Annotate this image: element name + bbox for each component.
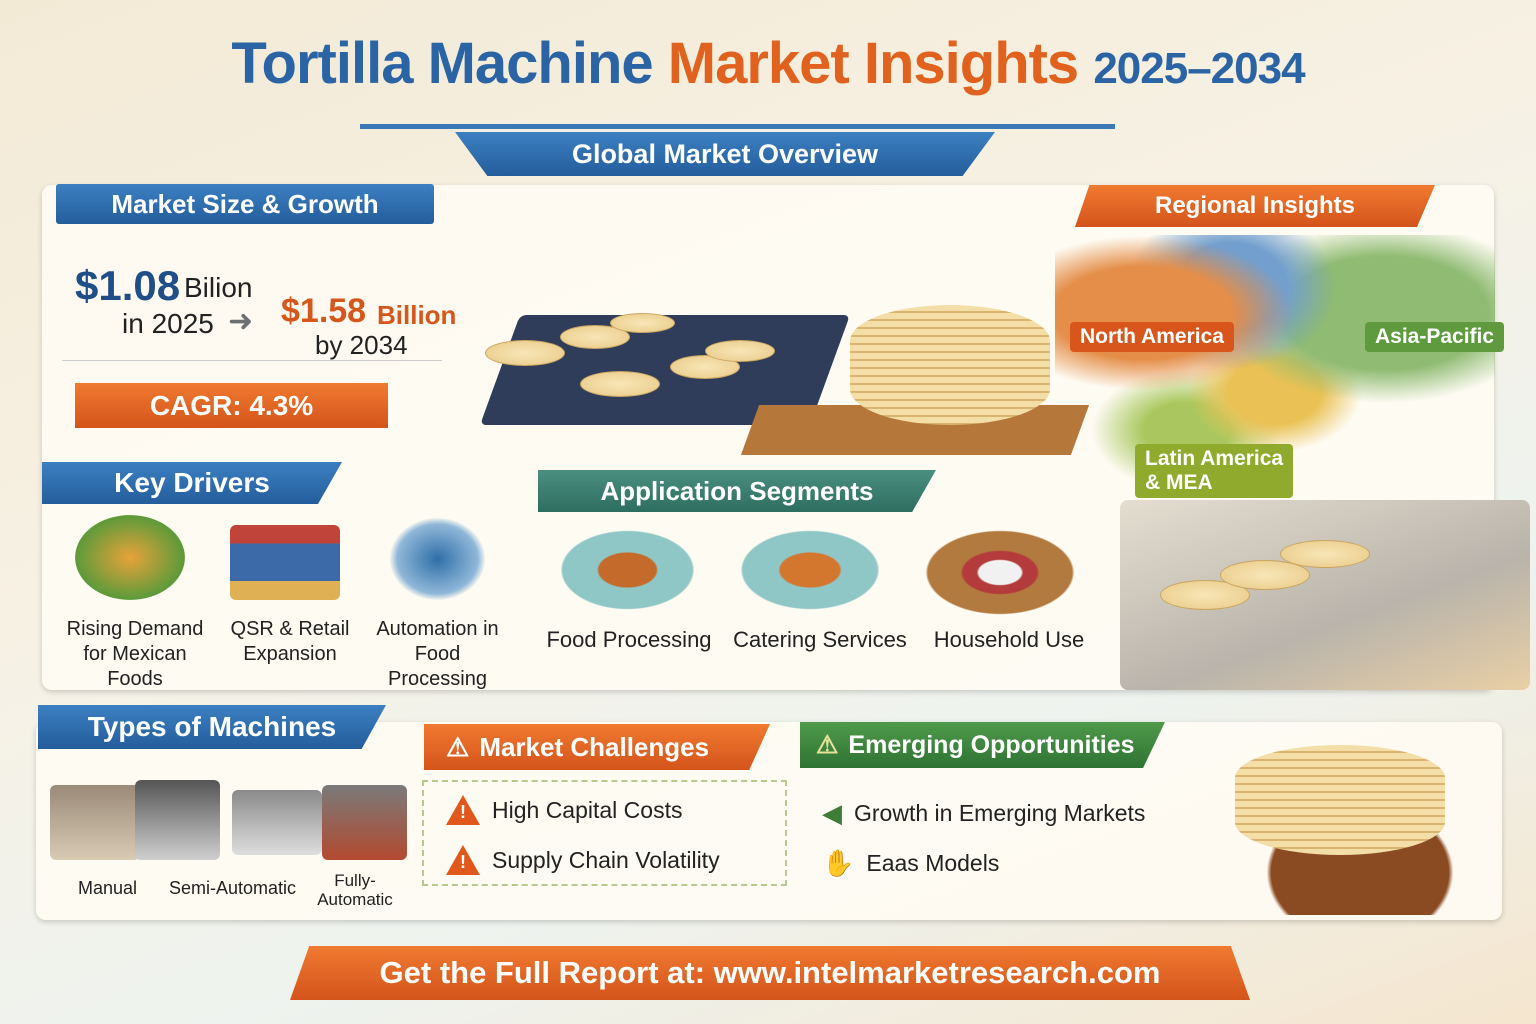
driver-label: Automation in Food Processing — [376, 618, 499, 690]
year-2025: in 2025 — [122, 308, 214, 339]
megaphone-icon: ◀ — [822, 798, 842, 828]
regional-heading: Regional Insights — [1075, 185, 1435, 227]
semi-automatic-machine-image — [135, 780, 220, 860]
cagr-badge: CAGR: 4.3% — [75, 383, 388, 428]
machine-type-label: Fully- Automatic — [317, 871, 393, 909]
manual-machine-image — [50, 785, 140, 860]
challenges-heading-text: Market Challenges — [479, 731, 710, 762]
region-latin-america-mea: Latin America & MEA — [1135, 444, 1294, 498]
applications-heading-text: Application Segments — [600, 475, 874, 506]
challenges-list — [422, 780, 787, 886]
challenge-text: High Capital Costs — [492, 796, 683, 823]
cagr-text: CAGR: 4.3% — [149, 389, 314, 421]
title-part2: Market Insights — [667, 31, 1079, 96]
tortilla-stack — [1235, 745, 1445, 855]
machine-types-heading: Types of Machines — [38, 705, 386, 749]
application-label: Food Processing — [546, 627, 712, 652]
market-size-heading: Market Size & Growth — [56, 184, 434, 224]
page-title: Tortilla Machine Market Insights 2025–20… — [0, 30, 1536, 97]
automatic-machine-photo — [1120, 500, 1530, 690]
opportunities-heading: ⚠ Emerging Opportunities — [800, 722, 1165, 768]
year-2034: by 2034 — [315, 330, 408, 360]
report-link[interactable]: Get the Full Report at: www.intelmarketr… — [379, 955, 1161, 990]
key-drivers-heading: Key Drivers — [42, 462, 342, 504]
warning-icon: ⚠ — [446, 731, 470, 762]
warning-icon: ! — [446, 845, 480, 875]
challenges-heading: ⚠ Market Challenges — [424, 724, 770, 770]
regional-heading-text: Regional Insights — [1154, 192, 1355, 219]
opportunity-item: ✋ Eaas Models — [822, 848, 999, 879]
handshake-icon: ✋ — [822, 848, 855, 878]
tortilla-stack — [850, 305, 1050, 425]
region-north-america: North America — [1070, 322, 1234, 352]
fully-automatic-machine-image — [232, 790, 322, 855]
opportunity-text: Growth in Emerging Markets — [854, 800, 1146, 826]
application-label: Catering Services — [733, 627, 907, 652]
unit-2034: Billion — [377, 300, 457, 330]
opportunity-item: ◀ Growth in Emerging Markets — [822, 798, 1145, 829]
divider — [360, 124, 1115, 129]
overview-label: Global Market Overview — [571, 138, 879, 169]
factory-icon — [560, 530, 695, 610]
robot-icon — [390, 518, 485, 600]
challenge-item: ! High Capital Costs — [446, 795, 682, 825]
household-icon — [925, 530, 1075, 615]
driver-label: QSR & Retail Expansion — [230, 618, 350, 665]
store-icon — [230, 525, 340, 600]
opportunity-text: Eaas Models — [866, 850, 1000, 876]
opportunities-heading-text: Emerging Opportunities — [848, 730, 1135, 759]
market-size-heading-text: Market Size & Growth — [111, 188, 379, 219]
application-label: Household Use — [933, 627, 1085, 652]
value-2034: $1.58 — [281, 292, 367, 330]
machine-types-heading-text: Types of Machines — [87, 711, 337, 742]
region-asia-pacific: Asia-Pacific — [1365, 322, 1505, 352]
challenge-item: ! Supply Chain Volatility — [446, 845, 720, 875]
title-years: 2025–2034 — [1093, 44, 1305, 93]
kitchen-icon — [740, 530, 880, 610]
food-icon — [75, 515, 185, 600]
driver-label: Rising Demand for Mexican Foods — [66, 618, 204, 690]
challenge-text: Supply Chain Volatility — [492, 846, 720, 873]
overview-banner: Global Market Overview — [455, 132, 995, 176]
machine-photo — [440, 195, 1110, 455]
applications-heading: Application Segments — [538, 470, 936, 512]
arrow-right-icon: ➜ — [228, 305, 254, 338]
machine-type-label: Semi-Automatic — [168, 878, 297, 898]
unit-2025: Bilion — [184, 272, 253, 303]
divider — [62, 360, 442, 361]
machine-type-label: Manual — [77, 878, 138, 898]
key-drivers-heading-text: Key Drivers — [114, 467, 270, 498]
machine-image — [322, 785, 407, 860]
title-part1: Tortilla Machine — [231, 31, 653, 96]
warning-icon: ! — [446, 795, 480, 825]
footer-cta[interactable]: Get the Full Report at: www.intelmarketr… — [290, 946, 1250, 1000]
value-2025: $1.08 — [75, 262, 181, 309]
warning-icon: ⚠ — [816, 731, 839, 759]
